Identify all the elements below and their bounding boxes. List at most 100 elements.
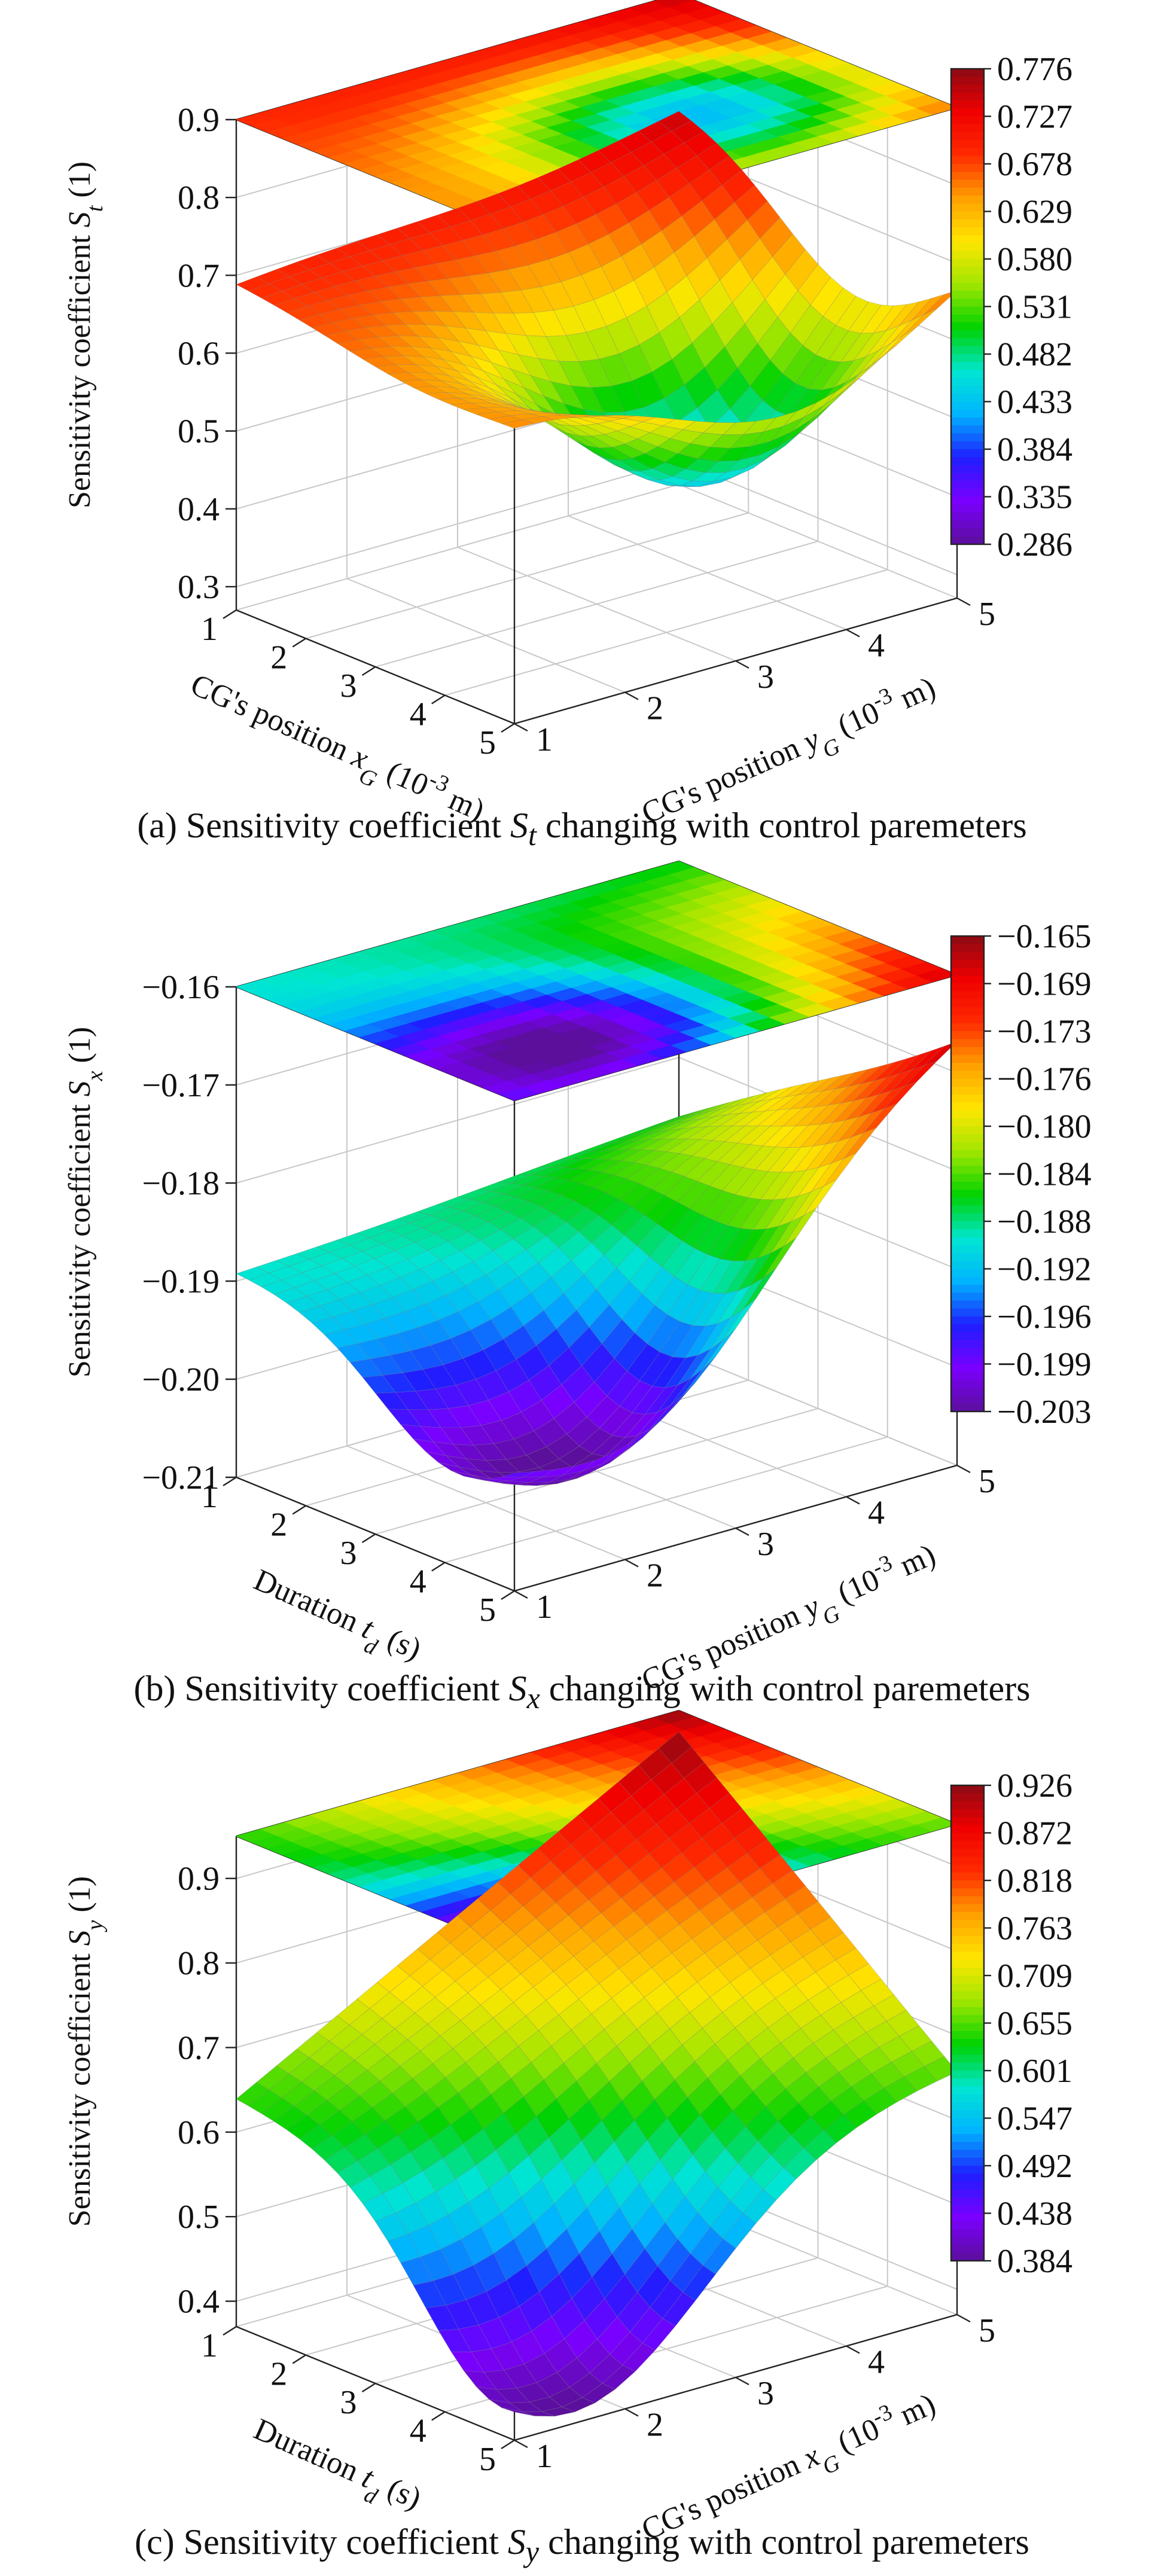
- pa-surface-cell: [702, 422, 736, 435]
- pb-colorbar-band: [951, 1213, 984, 1222]
- pa-grid-floor: [375, 541, 818, 667]
- pa-y-tick: [735, 660, 749, 669]
- pb-y-tick-label: 5: [979, 1463, 995, 1500]
- pa-colorbar-band: [951, 148, 984, 157]
- pc-colorbar-band: [951, 2086, 984, 2095]
- pb-colorbar-band: [951, 991, 984, 1000]
- pb-colorbar-band: [951, 1007, 984, 1016]
- pa-colorbar-band: [951, 203, 984, 212]
- pb-colorbar-band: [951, 1221, 984, 1230]
- pc-colorbar-band: [951, 2213, 984, 2222]
- pa-x-tick-label: 1: [201, 611, 218, 648]
- pa-colorbar-band: [951, 84, 984, 93]
- pa-y-tick-label: 5: [979, 596, 995, 633]
- pa-grid-floor: [444, 569, 888, 696]
- pc-x-tick: [501, 2439, 515, 2450]
- pc-colorbar-label: 0.601: [997, 2053, 1072, 2090]
- pa-colorbar-band: [951, 164, 984, 173]
- pa-colorbar-band: [951, 172, 984, 181]
- pb-y-tick: [514, 1590, 528, 1599]
- pb-colorbar-band: [951, 1015, 984, 1024]
- pa-surface: [236, 111, 958, 487]
- pa-surface-cell: [682, 420, 717, 434]
- pb-z-tick-label: −0.21: [142, 1459, 220, 1496]
- pa-x-tick-label: 2: [270, 639, 287, 676]
- pb-colorbar-band: [951, 1023, 984, 1032]
- pc-colorbar-band: [951, 1880, 984, 1889]
- pa-surface-cell: [501, 419, 536, 429]
- pb-surface: [235, 1041, 958, 1486]
- pb-z-label: Sensitivity coefficient Sx (1): [63, 1027, 108, 1377]
- pc-colorbar-band: [951, 2031, 984, 2040]
- panel-a: 0.3 0.4 0.5 0.6 0.7 0.8 0.9 Sensitivity coeffic…: [0, 0, 1164, 852]
- pb-colorbar-label: −0.169: [997, 966, 1092, 1003]
- pc-colorbar-band: [951, 1801, 984, 1810]
- pa-colorbar-band: [951, 457, 984, 466]
- pb-colorbar-band: [951, 1348, 984, 1357]
- pa-colorbar-band: [951, 243, 984, 252]
- pc-y-tick-label: 1: [536, 2438, 553, 2475]
- pc-z-tick-label: 0.9: [178, 1861, 220, 1898]
- pa-colorbar-band: [951, 338, 984, 347]
- pb-colorbar-band: [951, 944, 984, 953]
- pa-surface-cell: [803, 391, 837, 418]
- pc-colorbar-band: [951, 2102, 984, 2111]
- pc-colorbar-band: [951, 1793, 984, 1802]
- pc-colorbar-band: [951, 2237, 984, 2246]
- pa-surface-cell: [662, 419, 696, 430]
- pc-colorbar-band: [951, 2252, 984, 2261]
- pb-colorbar-band: [951, 1071, 984, 1080]
- pc-y-tick-label: 3: [757, 2375, 774, 2412]
- pa-colorbar-label: 0.727: [997, 99, 1072, 136]
- pa-z-label: Sensitivity coefficient St (1): [63, 161, 108, 508]
- pc-surface-cell: [742, 2189, 776, 2224]
- pb-y-tick-label: 3: [757, 1526, 774, 1563]
- pb-colorbar-band: [951, 1095, 984, 1103]
- pb-colorbar-band: [951, 1173, 984, 1182]
- pa-colorbar-label: 0.384: [997, 431, 1072, 468]
- pb-colorbar-band: [951, 1276, 984, 1285]
- pc-y-tick: [624, 2408, 639, 2417]
- pb-colorbar-label: −0.173: [997, 1013, 1092, 1050]
- pc-colorbar-label: 0.655: [997, 2005, 1072, 2042]
- pb-x-tick: [501, 1590, 515, 1601]
- pc-surface-cell: [903, 2066, 937, 2092]
- pb-colorbar-band: [951, 1380, 984, 1389]
- pb-colorbar: −0.165 −0.169 −0.173 −0.176 −0.180 −0.184 −0.1…: [950, 918, 1092, 1431]
- pc-colorbar-label: 0.763: [997, 1910, 1072, 1947]
- pa-colorbar-band: [951, 425, 984, 434]
- pb-colorbar-band: [951, 1134, 984, 1143]
- pc-colorbar-band: [951, 1809, 984, 1818]
- pc-colorbar-band: [951, 2181, 984, 2190]
- pb-colorbar-band: [951, 1364, 984, 1373]
- pa-surface-cell: [582, 414, 615, 417]
- pc-surface-cell: [823, 2114, 857, 2144]
- pb-colorbar-band: [951, 1388, 984, 1397]
- pa-surface-cell: [823, 377, 857, 406]
- pc-surface-cell: [863, 2087, 897, 2115]
- pa-colorbar-band: [951, 124, 984, 133]
- pc-y-tick: [846, 2345, 860, 2354]
- pa-colorbar-band: [951, 108, 984, 117]
- pa-z-tick-label: 0.8: [178, 179, 220, 217]
- pa-colorbar-band: [951, 259, 984, 268]
- pc-surface-cell: [662, 2291, 696, 2327]
- pb-colorbar-label: −0.203: [997, 1394, 1092, 1431]
- pa-colorbar-band: [951, 441, 984, 450]
- pc-colorbar-band: [951, 2007, 984, 2016]
- pb-x-tick-label: 5: [479, 1592, 496, 1629]
- pb-surface-cell: [602, 1440, 636, 1465]
- pa-colorbar-band: [951, 472, 984, 481]
- pc-y-tick: [514, 2439, 528, 2449]
- pa-colorbar-band: [951, 211, 984, 220]
- pb-colorbar-band: [951, 1324, 984, 1333]
- pc-colorbar-band: [951, 1840, 984, 1849]
- pa-x-tick: [223, 609, 237, 620]
- pc-surface-cell: [682, 2264, 716, 2301]
- pc-colorbar-band: [951, 1872, 984, 1881]
- pc-surface: [236, 1731, 958, 2417]
- pc-x-tick-label: 5: [479, 2441, 496, 2478]
- pc-colorbar-band: [951, 2157, 984, 2166]
- pb-grid-floor: [375, 1408, 818, 1535]
- pb-colorbar-label: −0.165: [997, 918, 1092, 955]
